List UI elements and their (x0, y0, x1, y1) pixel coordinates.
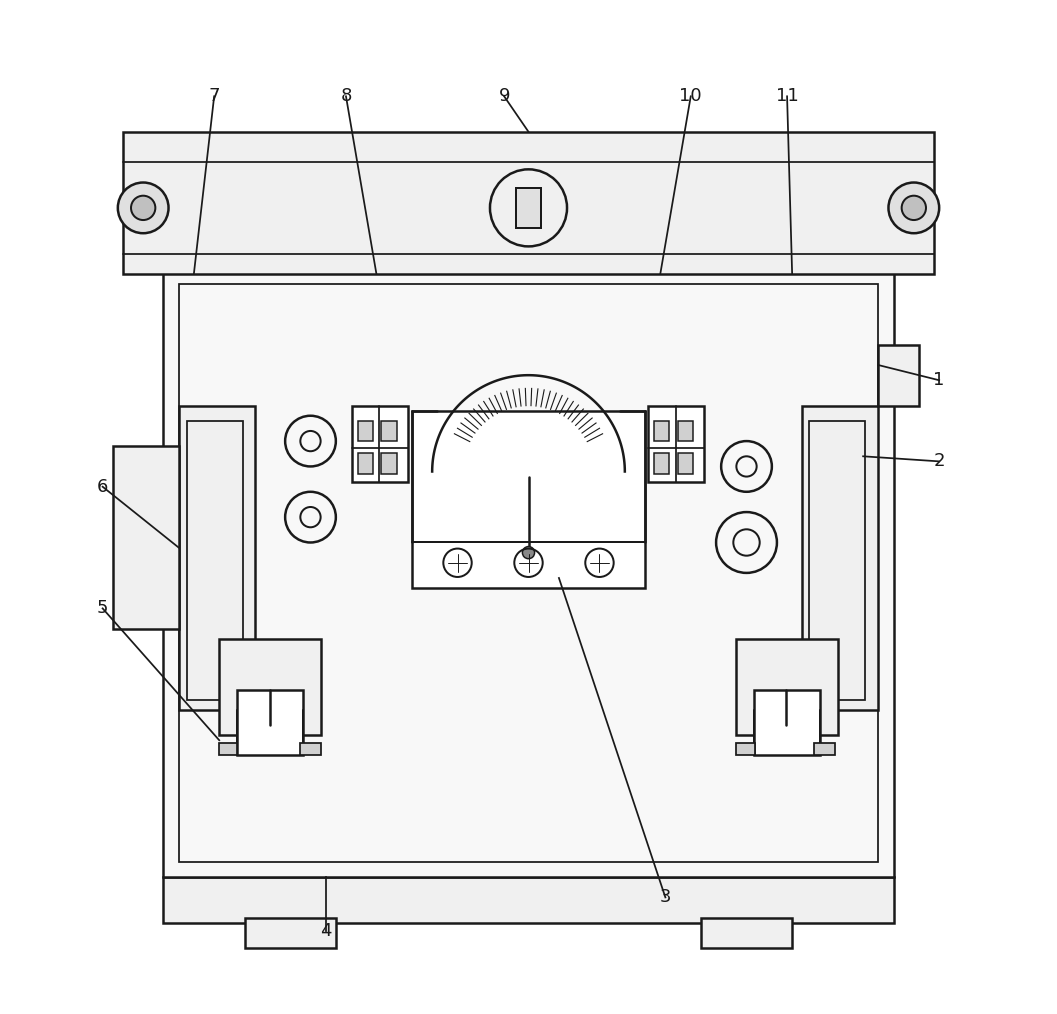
FancyBboxPatch shape (186, 441, 242, 517)
FancyBboxPatch shape (818, 453, 860, 505)
Circle shape (889, 183, 940, 233)
Bar (648, 406, 704, 482)
FancyBboxPatch shape (192, 453, 235, 505)
Bar (654, 421, 669, 441)
FancyBboxPatch shape (818, 656, 860, 708)
Bar (654, 453, 669, 474)
Text: 9: 9 (499, 87, 509, 105)
Bar (516, 188, 541, 228)
Bar (300, 743, 320, 755)
Bar (737, 743, 755, 755)
FancyBboxPatch shape (186, 542, 242, 619)
Bar (358, 453, 373, 474)
Bar (164, 877, 893, 923)
Bar (412, 411, 645, 588)
Bar (382, 453, 396, 474)
FancyBboxPatch shape (192, 656, 235, 708)
FancyBboxPatch shape (812, 644, 867, 720)
Bar (878, 345, 919, 406)
Text: 6: 6 (97, 478, 108, 496)
Bar (164, 269, 893, 877)
Text: 4: 4 (320, 922, 332, 940)
Bar (701, 918, 792, 948)
FancyBboxPatch shape (818, 555, 860, 606)
Circle shape (117, 183, 168, 233)
FancyBboxPatch shape (192, 555, 235, 606)
Bar (358, 421, 373, 441)
Text: 10: 10 (680, 87, 702, 105)
Text: 11: 11 (776, 87, 798, 105)
FancyBboxPatch shape (812, 441, 867, 517)
Bar (123, 132, 934, 274)
Text: 2: 2 (933, 452, 945, 470)
Bar (244, 918, 336, 948)
Bar (815, 743, 835, 755)
Bar (187, 421, 242, 700)
FancyBboxPatch shape (812, 542, 867, 619)
Bar (238, 690, 303, 755)
Bar (810, 421, 865, 700)
Bar (219, 639, 320, 735)
Bar (113, 446, 179, 629)
Bar (382, 421, 396, 441)
Text: 3: 3 (660, 888, 671, 907)
Bar (754, 690, 819, 755)
Circle shape (131, 196, 155, 220)
Bar (802, 406, 878, 710)
Circle shape (522, 547, 535, 559)
Bar (352, 406, 408, 482)
FancyBboxPatch shape (186, 644, 242, 720)
Circle shape (902, 196, 926, 220)
Text: 5: 5 (97, 599, 109, 618)
Text: 7: 7 (208, 87, 220, 105)
Bar (678, 421, 692, 441)
Bar (737, 639, 838, 735)
Bar (179, 284, 878, 862)
Bar (219, 743, 238, 755)
Text: 8: 8 (340, 87, 352, 105)
Bar (179, 406, 255, 710)
Text: 1: 1 (933, 371, 945, 389)
Bar (678, 453, 692, 474)
